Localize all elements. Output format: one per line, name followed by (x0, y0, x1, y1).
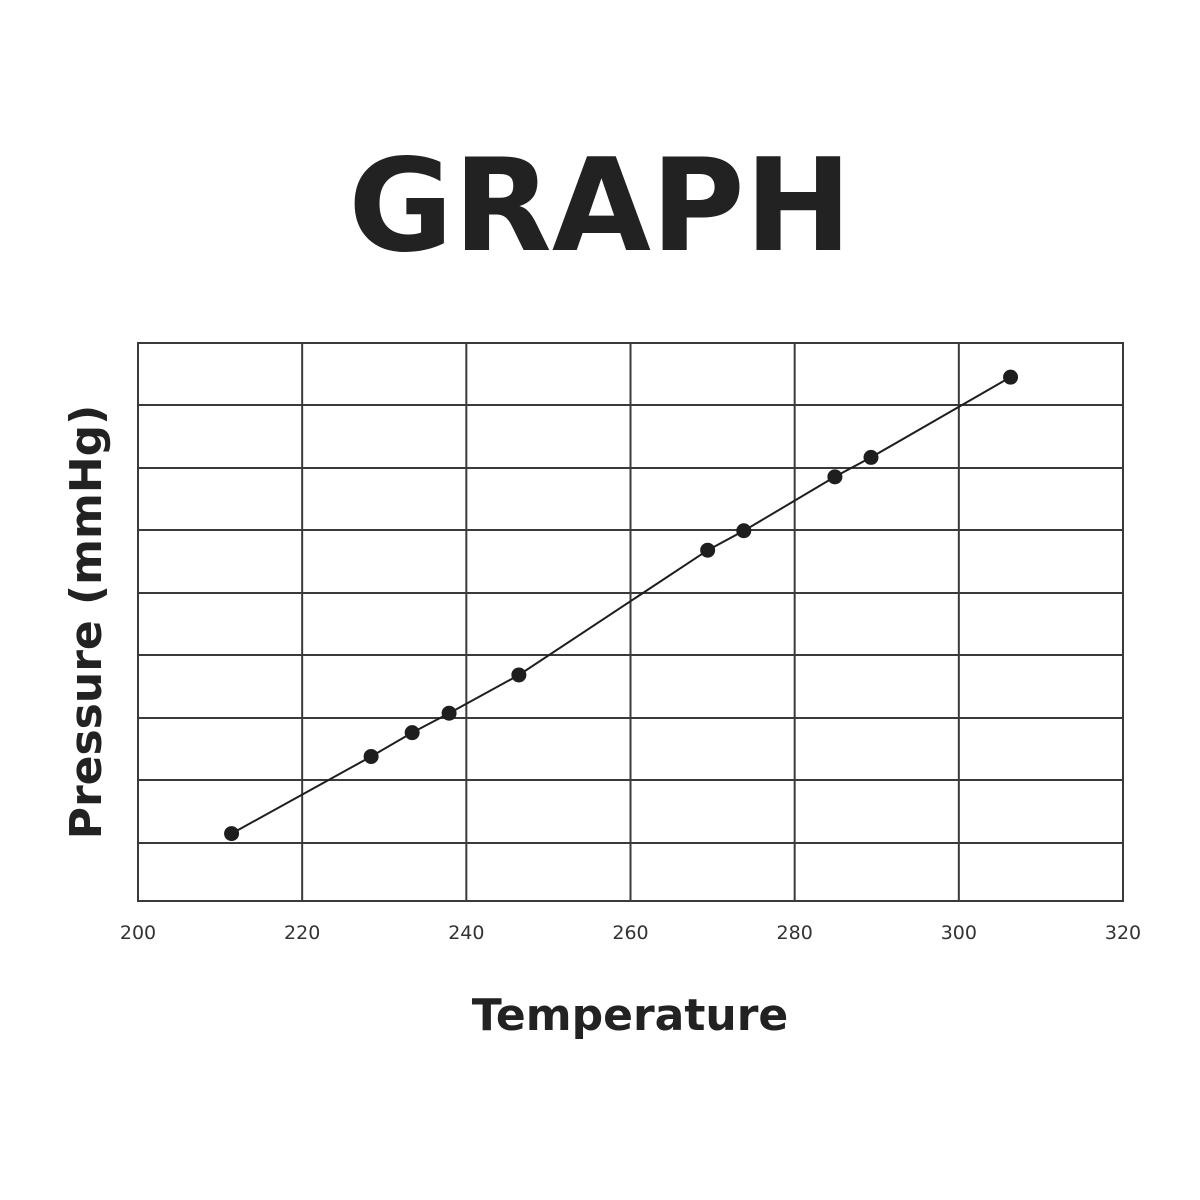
x-axis-ticks: 200 220 240 260 280 300 320 (120, 922, 1141, 944)
data-line (231, 376, 1011, 835)
x-tick-label: 240 (448, 922, 484, 944)
x-tick-label: 300 (941, 922, 977, 944)
data-point (736, 523, 752, 539)
data-points (224, 369, 1019, 842)
data-point (404, 725, 420, 741)
x-axis-label: Temperature (472, 990, 789, 1041)
data-point (224, 826, 240, 842)
grid (137, 343, 1124, 901)
chart-title: GRAPH (348, 132, 852, 281)
data-point (441, 705, 457, 721)
data-point (827, 469, 843, 485)
x-tick-label: 280 (777, 922, 813, 944)
data-point (1003, 369, 1019, 385)
x-tick-label: 220 (284, 922, 320, 944)
x-tick-label: 320 (1105, 922, 1141, 944)
x-tick-label: 200 (120, 922, 156, 944)
plot-area (137, 342, 1124, 902)
x-tick-label: 260 (612, 922, 648, 944)
data-point (863, 449, 879, 465)
y-axis-label: Pressure (mmHg) (61, 405, 112, 840)
data-point (511, 667, 527, 683)
data-point (700, 542, 716, 558)
data-point (363, 748, 379, 764)
